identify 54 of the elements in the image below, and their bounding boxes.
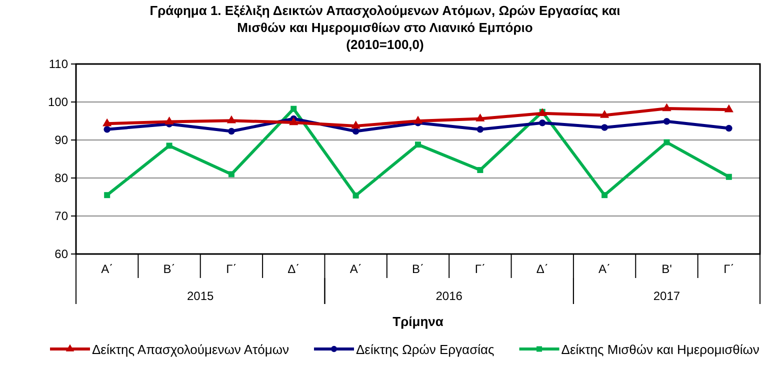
point [662, 103, 672, 112]
point [226, 115, 236, 124]
point [663, 118, 670, 125]
point [602, 192, 608, 198]
y-tick-label: 60 [54, 246, 68, 261]
x-tick-label: Α΄ [350, 262, 362, 276]
x-tick-label: Α΄ [101, 262, 114, 276]
x-tick-label: Δ΄ [288, 262, 300, 276]
point [724, 104, 734, 112]
point [352, 128, 360, 135]
text: 2015 [187, 289, 214, 303]
point [413, 116, 423, 124]
x-tick-label: Α΄ [598, 262, 611, 276]
x-tick-label: Γ΄ [724, 262, 734, 276]
point [726, 174, 732, 180]
point [228, 171, 234, 178]
point [601, 124, 608, 131]
point [351, 120, 360, 129]
point [664, 139, 670, 146]
point [600, 110, 610, 118]
point [166, 142, 172, 149]
chart-title: Γράφημα 1. Εξέλιξη Δεικτών Απασχολούμενων Ατόμων, Ωρών Εργασίας και Μισθών και Ημερομισθίων στο Λιανικό Εμπόριο [150, 3, 621, 35]
y-tick-label: 80 [54, 170, 68, 185]
legend-label: Δείκτης Μισθών και Ημερομισθίων [561, 342, 760, 357]
point [104, 192, 110, 198]
point [289, 117, 298, 126]
point [538, 120, 546, 126]
x-tick-label: Β΄ [412, 262, 424, 276]
text: 2017 [653, 289, 680, 303]
x-tick-label: Β΄ [163, 262, 176, 276]
point [726, 124, 732, 132]
point [164, 116, 174, 124]
legend-label: Δείκτης Απασχολούμενων Ατόμων [92, 342, 289, 357]
legend-label: Δείκτης Ωρών Εργασίας [356, 342, 494, 357]
text: 2016 [436, 289, 463, 303]
point [476, 126, 484, 133]
point [290, 106, 297, 112]
point [476, 113, 485, 122]
point [104, 126, 110, 133]
x-tick-label: Δ΄ [536, 262, 548, 276]
x-tick-label: Β' [662, 262, 672, 276]
y-tick-label: 110 [48, 56, 68, 71]
point [102, 118, 112, 126]
x-tick-label: Γ΄ [226, 262, 237, 276]
x-tick-label: Γ΄ [474, 262, 486, 276]
chart-subtitle: (2010=100,0) [346, 37, 424, 52]
point [352, 192, 359, 198]
y-tick-label: 70 [54, 208, 68, 223]
y-tick-label: 90 [54, 132, 68, 147]
x-axis-title: Τρίμηνα [392, 314, 444, 329]
point [477, 167, 484, 174]
y-tick-label: 100 [48, 94, 68, 109]
point [228, 128, 235, 135]
point [415, 142, 421, 148]
